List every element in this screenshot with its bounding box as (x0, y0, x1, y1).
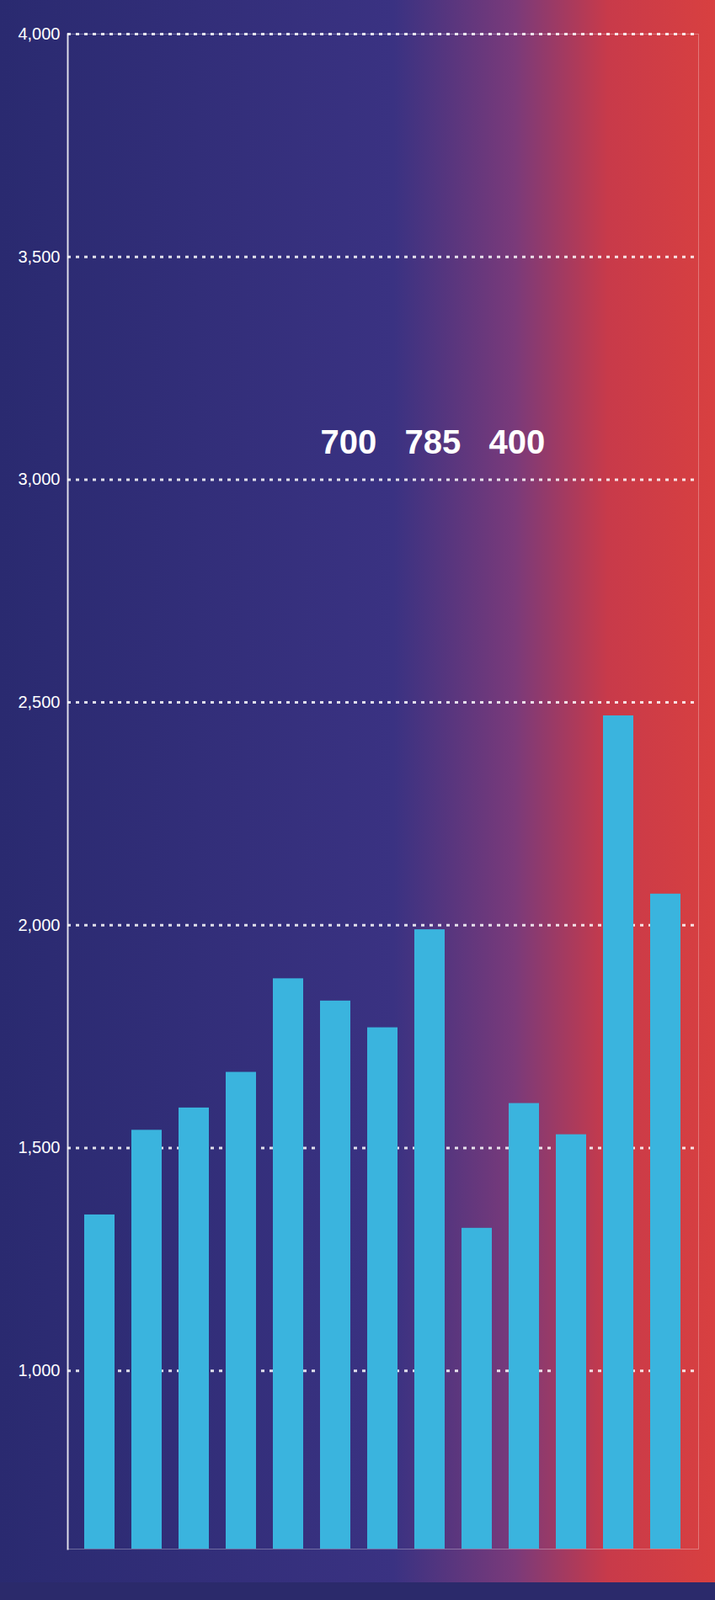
svg-text:3,500: 3,500 (17, 247, 60, 267)
svg-text:1,500: 1,500 (17, 1138, 60, 1158)
svg-text:3,000: 3,000 (17, 469, 60, 489)
svg-text:2,500: 2,500 (17, 693, 60, 712)
svg-text:4,000: 4,000 (17, 24, 60, 43)
svg-text:400: 400 (489, 423, 546, 461)
svg-text:700: 700 (320, 423, 378, 461)
svg-text:1,000: 1,000 (17, 1361, 60, 1381)
svg-text:785: 785 (405, 423, 462, 461)
svg-text:2,000: 2,000 (17, 916, 60, 935)
